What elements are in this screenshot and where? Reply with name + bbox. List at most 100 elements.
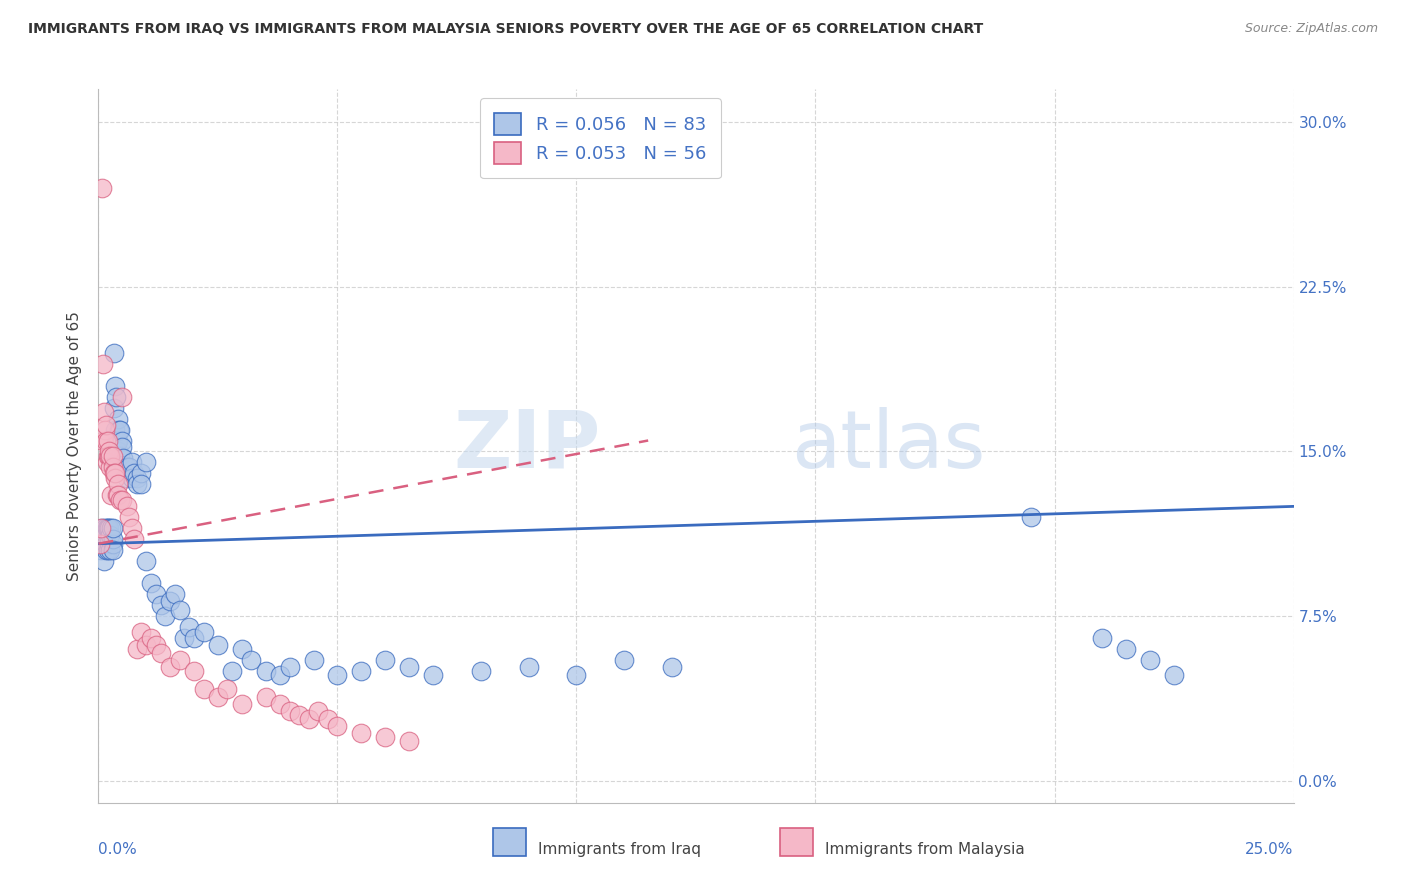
Point (104, 467, 127, 481)
Point (254, 690, 277, 705)
Point (350, 725, 373, 739)
Point (101, 459, 124, 474)
Point (97, 543, 120, 558)
Text: Source: ZipAtlas.com: Source: ZipAtlas.com (1244, 22, 1378, 36)
Point (565, 668, 588, 682)
Point (96, 455, 118, 469)
Point (124, 467, 146, 481)
Point (131, 624, 153, 639)
Point (97, 521, 120, 535)
Point (93, 423, 115, 437)
Point (97, 434, 120, 448)
Text: IMMIGRANTS FROM IRAQ VS IMMIGRANTS FROM MALAYSIA SENIORS POVERTY OVER THE AGE OF: IMMIGRANTS FROM IRAQ VS IMMIGRANTS FROM … (28, 22, 983, 37)
Point (269, 697, 291, 711)
Point (1019, 510, 1042, 524)
Point (125, 471, 148, 485)
Point (131, 467, 153, 481)
Point (398, 734, 420, 748)
Point (278, 704, 301, 718)
Point (101, 533, 124, 547)
Text: Immigrants from Iraq: Immigrants from Iraq (538, 842, 702, 857)
Point (145, 638, 167, 652)
Point (105, 434, 128, 448)
Point (94, 434, 117, 448)
Point (254, 664, 277, 678)
Point (111, 440, 134, 454)
Point (97, 533, 120, 547)
Point (97, 449, 120, 463)
Point (350, 664, 373, 678)
Point (112, 451, 135, 466)
Point (398, 659, 420, 673)
Point (107, 444, 129, 458)
Point (613, 653, 636, 667)
Point (98, 444, 121, 458)
Point (90, 521, 112, 535)
Point (107, 477, 129, 491)
Point (1139, 653, 1161, 667)
Point (108, 492, 131, 507)
Point (107, 488, 129, 502)
Point (125, 642, 148, 657)
Point (163, 587, 186, 601)
Point (661, 659, 683, 673)
Point (105, 488, 128, 502)
Point (1115, 642, 1137, 657)
Point (93, 521, 115, 535)
Point (240, 653, 263, 667)
Point (125, 477, 148, 491)
Point (103, 467, 125, 481)
Point (307, 704, 329, 718)
Point (179, 620, 201, 634)
Point (90, 543, 112, 558)
Point (91, 528, 114, 542)
Point (91, 521, 114, 535)
Point (103, 401, 125, 415)
Point (100, 488, 122, 502)
Point (105, 390, 128, 404)
Point (98, 449, 122, 463)
Point (149, 647, 172, 661)
Point (269, 668, 291, 682)
Point (288, 708, 311, 723)
Point (97, 449, 120, 463)
Point (108, 449, 131, 463)
Point (115, 500, 138, 514)
Point (101, 521, 124, 535)
Point (115, 459, 138, 474)
Point (118, 459, 141, 474)
Point (517, 659, 540, 673)
Point (135, 455, 157, 469)
Point (1163, 668, 1185, 682)
Point (94, 537, 117, 551)
Point (298, 712, 321, 726)
Point (169, 602, 191, 616)
Point (302, 653, 325, 667)
Point (118, 510, 141, 524)
Point (107, 411, 129, 425)
Point (124, 533, 146, 547)
Point (93, 554, 115, 568)
Point (108, 423, 131, 437)
FancyBboxPatch shape (779, 828, 813, 856)
Text: ZIP: ZIP (453, 407, 600, 485)
Point (91, 357, 114, 371)
Point (135, 638, 157, 652)
Point (94, 418, 117, 433)
Point (100, 521, 122, 535)
Point (89, 537, 111, 551)
Text: 25.0%: 25.0% (1246, 842, 1294, 857)
Point (91, 537, 114, 551)
Point (374, 730, 396, 744)
Point (149, 598, 172, 612)
Text: Immigrants from Malaysia: Immigrants from Malaysia (825, 842, 1025, 857)
Point (101, 537, 124, 551)
Point (98, 528, 122, 542)
Point (278, 659, 301, 673)
Point (121, 455, 143, 469)
Point (111, 492, 134, 507)
Point (101, 543, 124, 558)
Point (121, 521, 143, 535)
Point (91, 434, 114, 448)
Point (139, 576, 162, 591)
